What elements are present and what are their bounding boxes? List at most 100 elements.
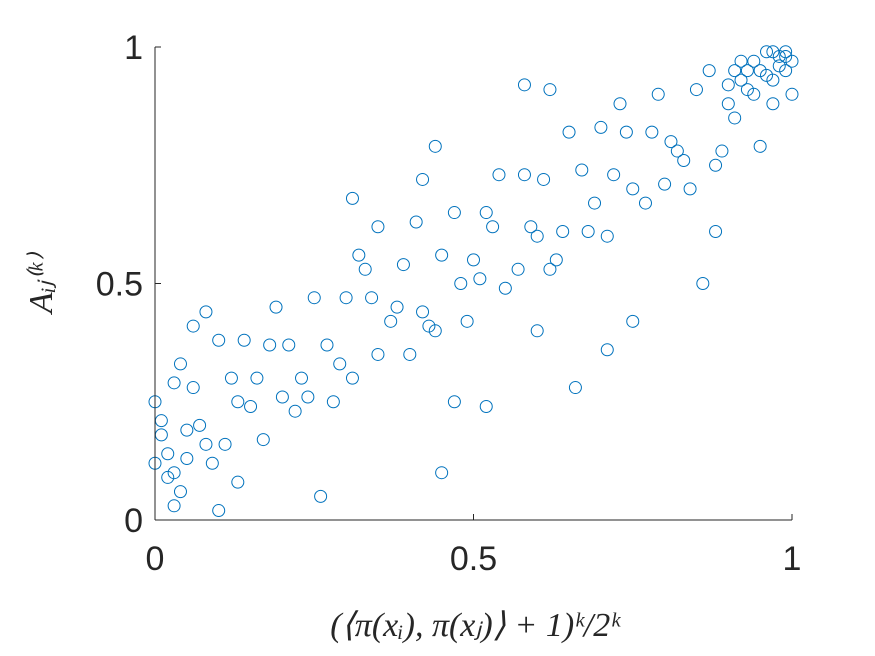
point [288, 404, 302, 418]
point [721, 78, 735, 92]
point [549, 253, 563, 267]
point [638, 196, 652, 210]
point [390, 300, 404, 314]
point [173, 357, 187, 371]
point [371, 347, 385, 361]
point [524, 220, 538, 234]
point [613, 97, 627, 111]
point [167, 466, 181, 480]
point [600, 229, 614, 243]
point [734, 73, 748, 87]
point [435, 248, 449, 262]
point [702, 64, 716, 78]
point [173, 485, 187, 499]
point [562, 125, 576, 139]
point [154, 414, 168, 428]
point [766, 45, 780, 59]
point [454, 277, 468, 290]
point [250, 371, 264, 385]
point [314, 489, 328, 503]
point [511, 262, 525, 276]
point [199, 437, 213, 451]
point [543, 262, 557, 276]
point [333, 357, 347, 371]
point [664, 135, 678, 149]
point [779, 64, 793, 78]
point [651, 87, 665, 101]
point [301, 390, 315, 404]
points [148, 45, 799, 518]
point [199, 305, 213, 319]
point [626, 182, 640, 196]
point [709, 158, 723, 172]
point [365, 291, 379, 305]
point [747, 54, 761, 68]
point [212, 333, 226, 347]
point [530, 229, 544, 243]
point [447, 395, 461, 409]
point [396, 258, 410, 272]
point [588, 196, 602, 210]
point [467, 253, 480, 267]
point [180, 452, 194, 466]
y-tick-label: 1 [124, 29, 143, 67]
point [779, 45, 793, 59]
point [677, 154, 691, 168]
point [186, 319, 200, 333]
point [320, 338, 334, 352]
point [307, 291, 321, 305]
point [594, 120, 608, 134]
point [740, 64, 754, 78]
point [492, 168, 506, 182]
x-axis-label: (⟨π(xᵢ), π(xⱼ)⟩ + 1)ᵏ/2ᵏ [330, 607, 621, 644]
point [326, 395, 340, 409]
point [358, 262, 372, 276]
point [537, 172, 551, 186]
point [486, 220, 500, 234]
point [256, 433, 270, 447]
point [422, 319, 436, 333]
point [753, 64, 767, 78]
x-tick-label: 1 [783, 540, 802, 578]
x-tick-label: 0.5 [450, 540, 497, 578]
point [154, 428, 168, 442]
x-tick-label: 0 [146, 540, 165, 578]
point [658, 177, 672, 191]
point [619, 125, 633, 139]
point [231, 475, 245, 489]
point [282, 338, 296, 352]
point [785, 54, 799, 68]
point [734, 54, 748, 68]
y-tick-label: 0.5 [96, 266, 143, 304]
point [167, 376, 181, 390]
point [766, 73, 780, 87]
point [740, 83, 754, 97]
point [626, 314, 640, 328]
point [460, 314, 474, 328]
point [212, 504, 226, 518]
point [161, 447, 175, 461]
point [753, 139, 767, 153]
point [352, 248, 366, 262]
point [479, 399, 493, 413]
point [167, 499, 181, 513]
point [263, 338, 277, 352]
point [371, 220, 385, 234]
point [479, 206, 493, 220]
point [186, 381, 200, 395]
point [473, 272, 487, 286]
point [193, 418, 207, 432]
point [568, 381, 582, 395]
point [530, 324, 544, 338]
point [715, 144, 729, 158]
point [709, 224, 723, 238]
point [498, 281, 512, 295]
point [721, 97, 735, 111]
point [696, 277, 710, 290]
point [231, 395, 245, 409]
point [728, 64, 742, 78]
point [447, 206, 461, 220]
point [244, 399, 258, 413]
point [416, 172, 430, 186]
